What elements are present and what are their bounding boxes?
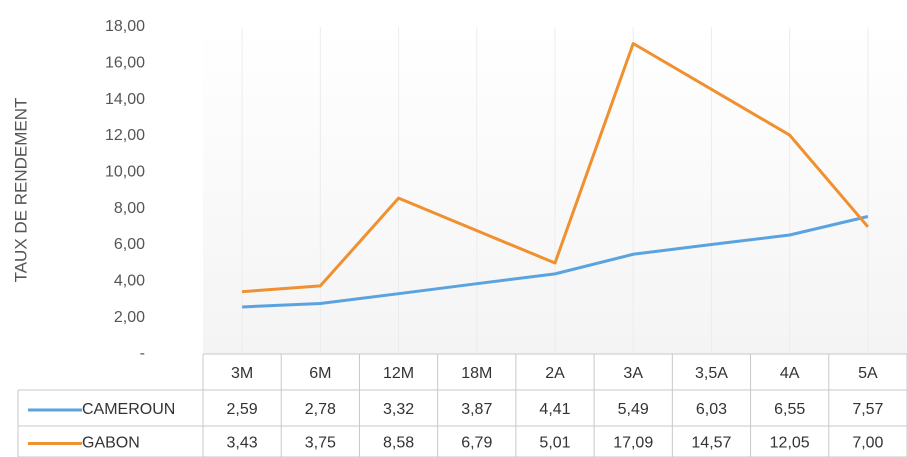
data-label: 3,32 <box>383 401 414 418</box>
x-tick-label: 4A <box>780 365 800 382</box>
data-label: 5,49 <box>618 401 649 418</box>
series-line <box>241 42 870 294</box>
data-label: 6,55 <box>774 401 805 418</box>
y-tick-label: 12,00 <box>105 127 145 144</box>
y-tick-label: 18,00 <box>105 18 145 35</box>
x-tick-label: 2A <box>545 365 565 382</box>
data-label: 4,41 <box>539 401 570 418</box>
y-tick-label: 8,00 <box>114 200 145 217</box>
x-tick-label: 5A <box>858 365 878 382</box>
data-label: 6,03 <box>696 401 727 418</box>
y-axis-title: TAUX DE RENDEMENT <box>11 98 30 283</box>
legend-label: CAMEROUN <box>82 401 175 418</box>
series-line <box>242 215 869 309</box>
x-tick-label: 3,5A <box>695 365 728 382</box>
x-tick-label: 18M <box>461 365 492 382</box>
legend-label: GABON <box>82 435 140 452</box>
data-label: 2,78 <box>305 401 336 418</box>
data-label: 6,79 <box>461 435 492 452</box>
y-tick-label: 6,00 <box>114 236 145 253</box>
data-label: 3,43 <box>227 435 258 452</box>
x-tick-label: 3A <box>623 365 643 382</box>
data-label: 8,58 <box>383 435 414 452</box>
y-tick-label: 2,00 <box>114 309 145 326</box>
data-label: 2,59 <box>227 401 258 418</box>
y-tick-label: 16,00 <box>105 55 145 72</box>
y-tick-label: - <box>140 345 145 362</box>
data-label: 14,57 <box>691 435 731 452</box>
data-label: 3,75 <box>305 435 336 452</box>
data-label: 17,09 <box>613 435 653 452</box>
y-tick-label: 14,00 <box>105 91 145 108</box>
data-label: 7,00 <box>852 435 883 452</box>
x-tick-label: 12M <box>383 365 414 382</box>
data-label: 7,57 <box>852 401 883 418</box>
x-tick-label: 3M <box>231 365 253 382</box>
data-label: 5,01 <box>539 435 570 452</box>
y-tick-label: 10,00 <box>105 164 145 181</box>
data-label: 12,05 <box>770 435 810 452</box>
data-label: 3,87 <box>461 401 492 418</box>
y-tick-label: 4,00 <box>114 273 145 290</box>
x-tick-label: 6M <box>309 365 331 382</box>
